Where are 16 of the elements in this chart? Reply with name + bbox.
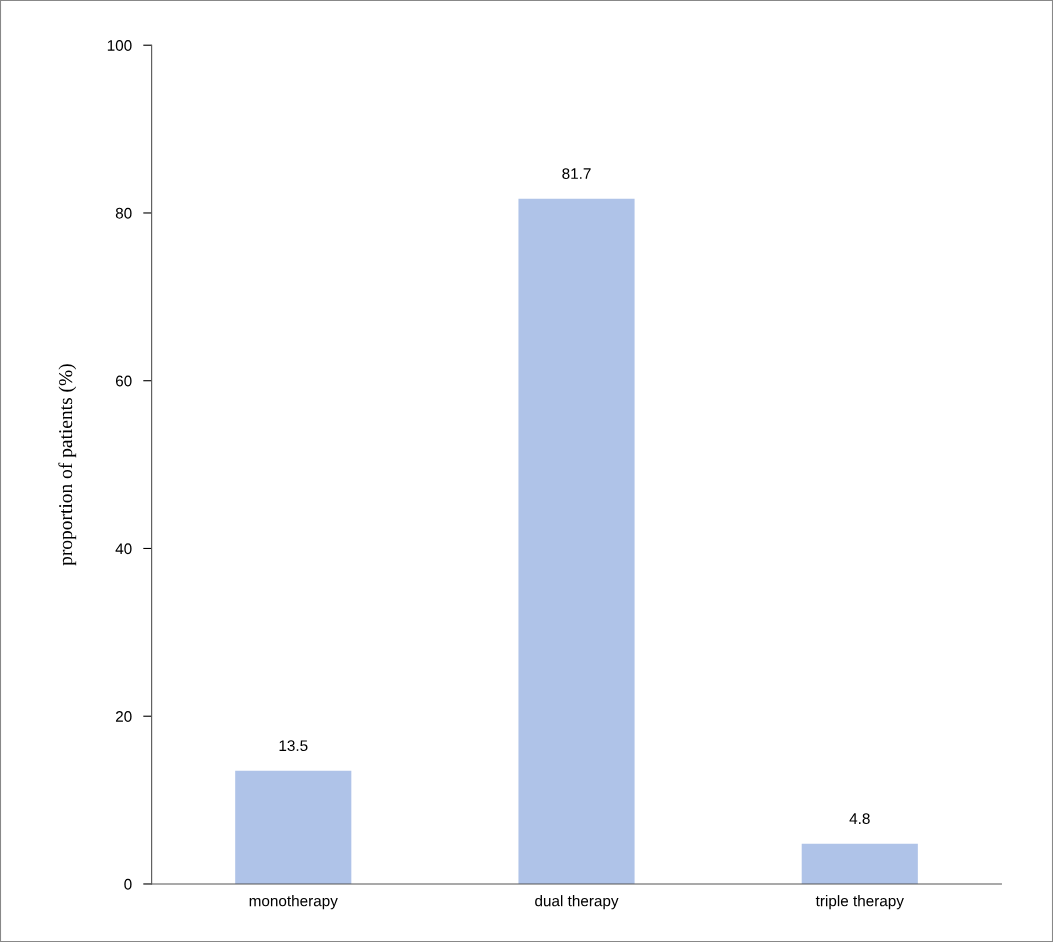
bar [801, 843, 918, 884]
y-axis-title: proportion of patients (%) [58, 364, 77, 566]
x-tick-label: monotherapy [249, 895, 338, 910]
y-tick-label: 100 [107, 40, 132, 51]
x-tick-label: triple therapy [815, 895, 904, 910]
x-tick-label: dual therapy [535, 895, 619, 910]
y-tick-label: 20 [115, 711, 132, 722]
bar [518, 198, 635, 884]
data-label: 13.5 [279, 740, 308, 752]
data-label: 4.8 [849, 813, 870, 825]
y-tick-label: 40 [115, 543, 132, 555]
data-label: 81.7 [562, 168, 591, 180]
y-tick-label: 0 [124, 878, 132, 890]
y-tick-label: 60 [115, 375, 132, 387]
y-tick-label: 80 [115, 207, 132, 219]
bar [235, 770, 352, 884]
